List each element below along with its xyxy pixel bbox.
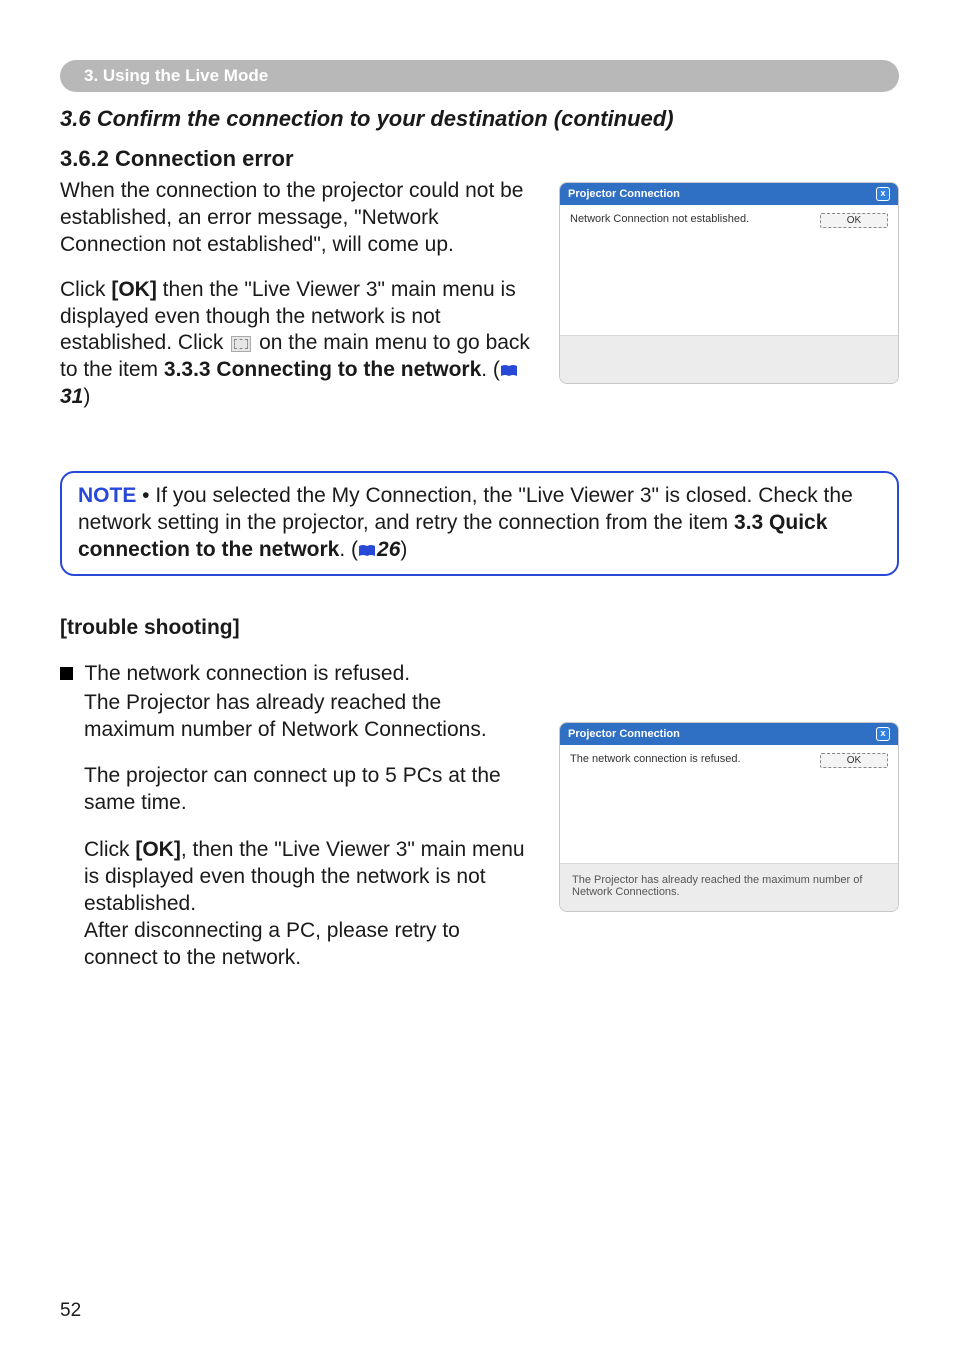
- note-label: NOTE: [78, 484, 136, 507]
- ok-label: [OK]: [111, 278, 157, 301]
- troubleshoot-text: The Projector has already reached the ma…: [60, 690, 531, 992]
- ts-para-3: Click [OK], then the "Live Viewer 3" mai…: [84, 837, 531, 918]
- text: . (: [481, 358, 500, 381]
- close-icon[interactable]: x: [876, 727, 890, 741]
- close-icon[interactable]: x: [876, 187, 890, 201]
- ok-button[interactable]: OK: [820, 213, 888, 228]
- text: . (: [339, 538, 358, 561]
- dialog-title-text: Projector Connection: [568, 728, 680, 740]
- page-number: 52: [60, 1300, 81, 1322]
- dialog-titlebar: Projector Connection x: [560, 723, 898, 745]
- subsection-heading: 3.6.2 Connection error: [60, 146, 899, 172]
- dialog-footer: The Projector has already reached the ma…: [560, 863, 898, 911]
- intro-para-1: When the connection to the projector cou…: [60, 178, 531, 259]
- ts-para-4: After disconnecting a PC, please retry t…: [84, 918, 531, 972]
- bullet-text: The network connection is refused.: [79, 662, 410, 685]
- bullet-item: The network connection is refused.: [60, 662, 899, 686]
- book-icon: [358, 544, 376, 558]
- ts-para-2: The projector can connect up to 5 PCs at…: [84, 763, 531, 817]
- ok-label: [OK]: [135, 838, 181, 861]
- text: Click: [60, 278, 111, 301]
- error-dialog-2: Projector Connection x The network conne…: [559, 722, 899, 912]
- text: ): [83, 385, 90, 408]
- ts-para-1: The Projector has already reached the ma…: [84, 690, 531, 744]
- square-bullet-icon: [60, 667, 73, 680]
- dialog-titlebar: Projector Connection x: [560, 183, 898, 205]
- error-dialog-1: Projector Connection x Network Connectio…: [559, 182, 899, 384]
- note-box: NOTE • If you selected the My Connection…: [60, 471, 899, 576]
- book-icon: [500, 364, 518, 378]
- connect-icon: [231, 336, 251, 352]
- dialog-message: Network Connection not established.: [570, 213, 749, 225]
- ref-item: 3.3.3 Connecting to the network: [164, 358, 481, 381]
- intro-para-2: Click [OK] then the "Live Viewer 3" main…: [60, 277, 531, 411]
- dialog-footer: [560, 335, 898, 383]
- dialog-title-text: Projector Connection: [568, 188, 680, 200]
- dialog-message: The network connection is refused.: [570, 753, 741, 765]
- breadcrumb-pill: 3. Using the Live Mode: [60, 60, 899, 92]
- ok-button[interactable]: OK: [820, 753, 888, 768]
- text: ): [400, 538, 407, 561]
- page-ref: 31: [60, 385, 83, 408]
- section-title: 3.6 Confirm the connection to your desti…: [60, 106, 899, 132]
- text: Click: [84, 838, 135, 861]
- page-ref: 26: [377, 538, 400, 561]
- intro-text-block: When the connection to the projector cou…: [60, 178, 531, 429]
- trouble-shooting-heading: [trouble shooting]: [60, 616, 899, 640]
